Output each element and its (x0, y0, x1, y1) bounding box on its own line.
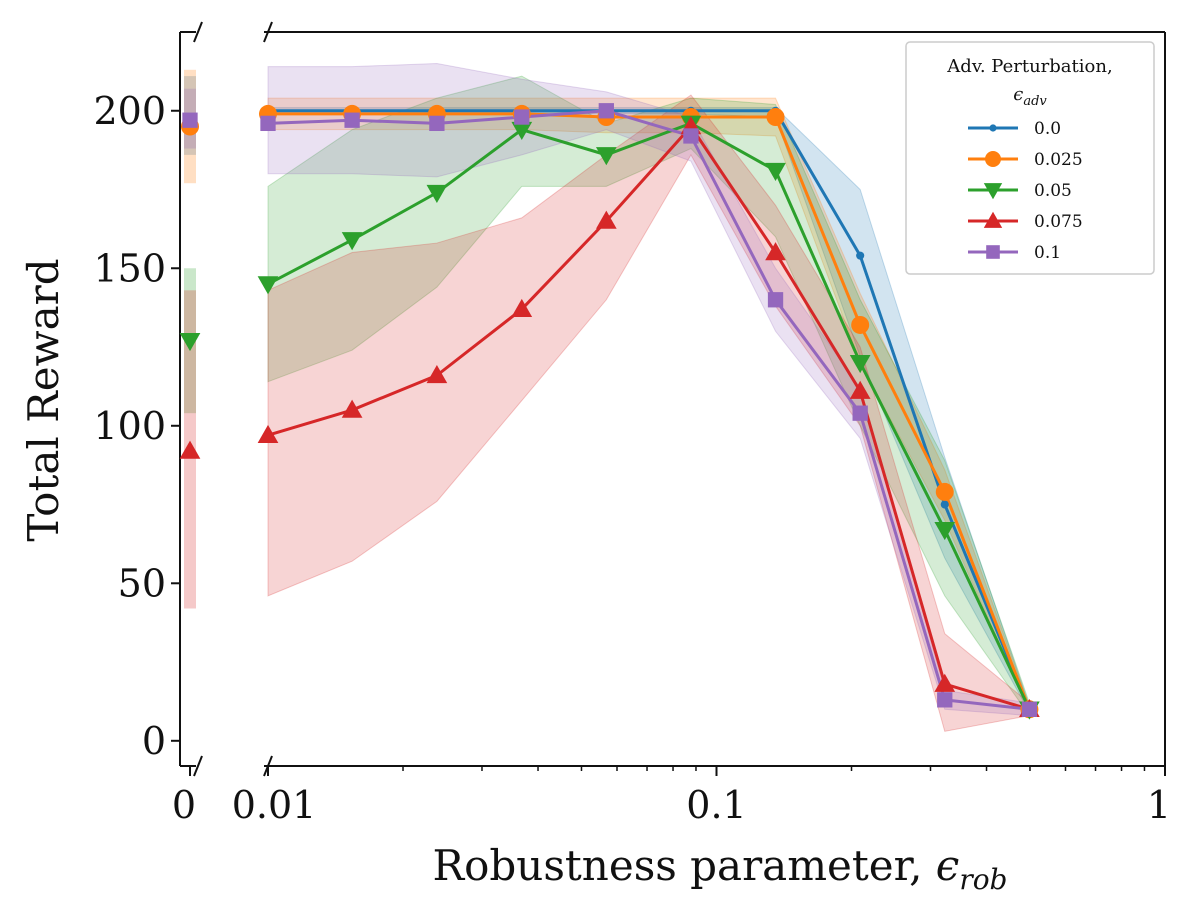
y-tick-label: 50 (118, 561, 166, 605)
point-0.1 (514, 109, 530, 125)
point-0.025 (851, 315, 870, 334)
legend-label-0.025: 0.025 (1034, 150, 1083, 170)
axis-break-mark-1 (263, 21, 273, 43)
y-tick-label: 0 (142, 719, 166, 763)
series-line-0.05 (267, 121, 1031, 710)
series-lines (267, 109, 1031, 711)
legend-marker-0.1 (986, 245, 1000, 259)
point-0.075 (765, 242, 786, 261)
legend-label-0.0: 0.0 (1034, 119, 1061, 139)
point-0.05 (765, 162, 786, 181)
y-axis-title: Total Reward (19, 258, 68, 541)
point-0.025 (766, 108, 785, 127)
point-0.05 (934, 521, 956, 541)
legend-subtitle: ϵadv (1013, 84, 1047, 109)
y-tick-label: 100 (93, 404, 166, 448)
series-line-0.025 (268, 112, 1031, 710)
point-0.1 (767, 292, 784, 308)
legend-marker-0.075 (983, 211, 1003, 228)
legend-marker-0.025 (985, 151, 1001, 167)
legend-marker-0.05 (983, 183, 1003, 200)
legend-box (905, 41, 1155, 275)
series-markers (179, 103, 1040, 720)
x-tick-label: 0.01 (232, 783, 317, 827)
axis-break-mark-0 (193, 21, 203, 43)
point-0.0 (940, 500, 949, 509)
y-tick-label: 150 (93, 246, 166, 290)
legend-label-0.05: 0.05 (1034, 181, 1072, 201)
point-0.05 (511, 121, 533, 141)
series-line-0.0 (268, 109, 1031, 710)
x-tick-label: 0.1 (686, 783, 746, 827)
point-0.075 (849, 380, 871, 399)
point-0.075 (341, 399, 363, 418)
axis-break-mark-2 (193, 755, 203, 777)
series-line-0.1 (267, 109, 1030, 711)
point-zero-0.075 (179, 440, 201, 459)
point-0.075 (426, 365, 448, 384)
point-0.0 (856, 251, 865, 260)
point-0.1 (429, 115, 445, 132)
point-0.1 (260, 115, 276, 132)
point-0.05 (341, 232, 363, 251)
point-0.1 (852, 405, 868, 421)
point-0.1 (598, 103, 614, 119)
point-0.05 (426, 184, 448, 204)
point-0.075 (595, 210, 617, 229)
x-zero-tick-label: 0 (172, 783, 196, 827)
point-0.1 (344, 112, 360, 128)
point-0.05 (595, 147, 617, 166)
point-0.075 (257, 424, 279, 443)
legend-title: Adv. Perturbation, (946, 56, 1112, 77)
point-0.1 (683, 128, 699, 144)
point-0.075 (934, 673, 956, 692)
x-tick-label: 1 (1147, 783, 1171, 827)
point-0.1 (937, 692, 953, 708)
point-zero-0.1 (182, 112, 198, 128)
y-tick-label: 200 (93, 89, 166, 133)
series-line-0.075 (267, 124, 1030, 711)
legend-items: 0.0 0.025 0.05 0.075 0.1 (968, 119, 1083, 263)
point-zero-0.05 (179, 332, 201, 352)
axis-ticks: 0 50 100 150 200 0.01 0.1 1 0 (93, 89, 1171, 827)
legend-marker-0.0 (989, 124, 997, 132)
point-0.025 (935, 482, 954, 501)
x-axis-title: Robustness parameter, ϵrob (433, 841, 1008, 896)
legend-label-0.075: 0.075 (1034, 212, 1083, 232)
confidence-bands (184, 63, 1030, 732)
legend: Adv. Perturbation, ϵadv 0.0 0.025 0.05 0.07… (905, 41, 1155, 275)
point-0.05 (849, 355, 871, 374)
point-0.1 (1021, 701, 1038, 717)
point-0.05 (257, 276, 279, 295)
point-0.075 (511, 298, 533, 317)
legend-label-0.1: 0.1 (1034, 243, 1061, 263)
